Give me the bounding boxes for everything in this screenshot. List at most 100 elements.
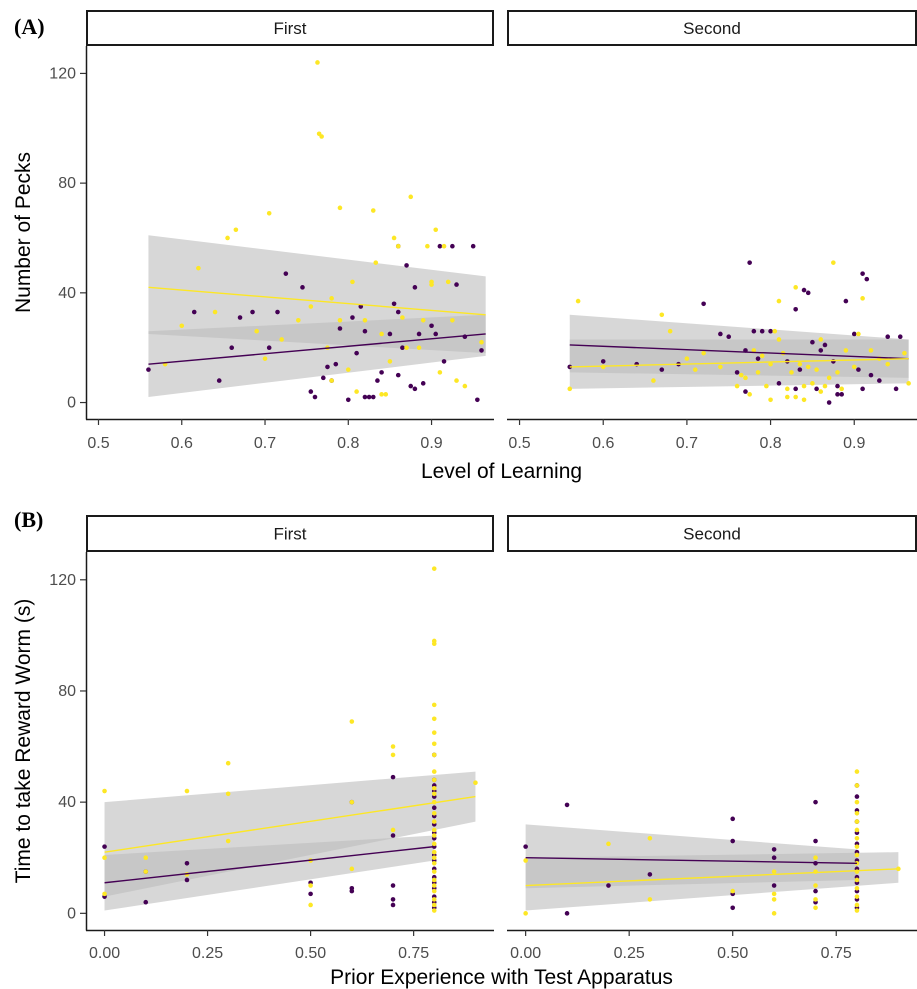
- x-tick-label: 0.25: [614, 945, 645, 962]
- data-point-yellow: [379, 331, 384, 337]
- data-point-yellow: [395, 243, 401, 249]
- data-point-purple: [300, 285, 305, 290]
- data-point-yellow: [772, 328, 778, 334]
- data-point-purple: [229, 345, 235, 350]
- data-point-yellow: [789, 370, 794, 375]
- y-tick-label: 40: [58, 285, 76, 302]
- data-point-yellow: [730, 888, 736, 894]
- data-point-yellow: [431, 785, 437, 791]
- data-point-yellow: [822, 383, 828, 389]
- data-point-yellow: [329, 296, 334, 301]
- data-point-purple: [718, 331, 723, 337]
- data-point-yellow: [738, 372, 744, 378]
- data-point-yellow: [373, 260, 379, 265]
- data-point-purple: [143, 899, 149, 905]
- data-point-yellow: [759, 353, 765, 359]
- data-point-yellow: [425, 243, 430, 249]
- confidence-ribbon-yellow: [525, 852, 899, 911]
- data-point-purple: [730, 838, 736, 844]
- data-point-yellow: [814, 367, 819, 372]
- data-point-yellow: [851, 364, 857, 370]
- data-point-yellow: [854, 783, 860, 788]
- data-point-purple: [408, 383, 414, 389]
- data-point-purple: [701, 301, 706, 307]
- data-point-yellow: [810, 381, 815, 386]
- data-point-purple: [375, 378, 380, 383]
- data-point-purple: [470, 243, 476, 249]
- data-point-yellow: [684, 356, 690, 361]
- panel-label: (A): [14, 14, 45, 39]
- data-point-yellow: [768, 397, 773, 403]
- data-point-yellow: [854, 902, 860, 908]
- data-point-yellow: [431, 902, 437, 908]
- data-point-yellow: [818, 389, 824, 394]
- data-point-purple: [216, 378, 222, 383]
- data-point-yellow: [329, 378, 334, 383]
- data-point-purple: [191, 309, 197, 315]
- data-point-yellow: [793, 394, 798, 400]
- data-point-purple: [822, 342, 828, 348]
- data-point-purple: [897, 334, 903, 340]
- fit-line-yellow: [525, 868, 899, 887]
- data-point-yellow: [362, 317, 368, 323]
- data-point-purple: [818, 348, 824, 353]
- data-point-yellow: [771, 897, 777, 902]
- fit-line-purple: [104, 845, 435, 884]
- data-point-purple: [387, 331, 393, 337]
- data-point-yellow: [179, 323, 185, 329]
- data-point-yellow: [856, 331, 861, 337]
- data-point-yellow: [308, 883, 313, 888]
- data-point-purple: [647, 872, 653, 877]
- data-point-yellow: [266, 211, 272, 216]
- data-point-purple: [854, 794, 860, 799]
- data-point-yellow: [279, 337, 284, 342]
- data-point-yellow: [437, 370, 443, 375]
- data-point-purple: [237, 315, 243, 320]
- data-point-yellow: [390, 752, 396, 758]
- data-point-purple: [308, 389, 314, 394]
- data-point-yellow: [450, 317, 455, 323]
- data-point-yellow: [431, 849, 437, 855]
- data-point-yellow: [429, 282, 434, 287]
- fit-line-yellow: [104, 795, 476, 853]
- data-point-purple: [437, 243, 443, 249]
- data-point-yellow: [337, 205, 343, 211]
- data-point-purple: [805, 290, 811, 296]
- data-point-yellow: [826, 375, 832, 381]
- data-point-yellow: [771, 869, 777, 874]
- x-axis-title: Prior Experience with Test Apparatus: [330, 966, 673, 989]
- data-point-purple: [751, 328, 757, 334]
- data-point-purple: [523, 844, 528, 849]
- data-point-purple: [283, 271, 289, 276]
- data-point-yellow: [854, 894, 860, 899]
- facet-strip-label: First: [273, 19, 306, 38]
- facet-strip-label: Second: [683, 525, 741, 544]
- data-point-yellow: [420, 317, 426, 323]
- data-point-purple: [776, 381, 782, 386]
- data-point-yellow: [718, 364, 723, 370]
- data-point-yellow: [196, 265, 201, 271]
- data-point-purple: [362, 394, 368, 400]
- data-point-yellow: [776, 337, 782, 342]
- x-tick-label: 0.50: [717, 945, 748, 962]
- data-point-purple: [390, 902, 396, 908]
- data-point-purple: [730, 816, 736, 822]
- data-point-yellow: [692, 367, 698, 372]
- data-point-yellow: [390, 827, 396, 833]
- data-point-purple: [843, 298, 849, 304]
- data-point-purple: [412, 386, 418, 392]
- facet-strip-label: Second: [683, 19, 741, 38]
- fit-line-yellow: [148, 286, 486, 316]
- data-point-yellow: [647, 835, 653, 841]
- x-tick-label: 0.7: [254, 435, 276, 452]
- data-point-purple: [345, 397, 351, 403]
- data-point-yellow: [854, 852, 860, 858]
- data-point-yellow: [606, 841, 611, 847]
- data-point-purple: [826, 400, 832, 405]
- data-point-purple: [349, 888, 355, 894]
- data-point-yellow: [785, 386, 790, 392]
- x-tick-label: 0.00: [510, 945, 541, 962]
- fit-line-yellow: [569, 357, 909, 368]
- data-point-yellow: [751, 348, 757, 353]
